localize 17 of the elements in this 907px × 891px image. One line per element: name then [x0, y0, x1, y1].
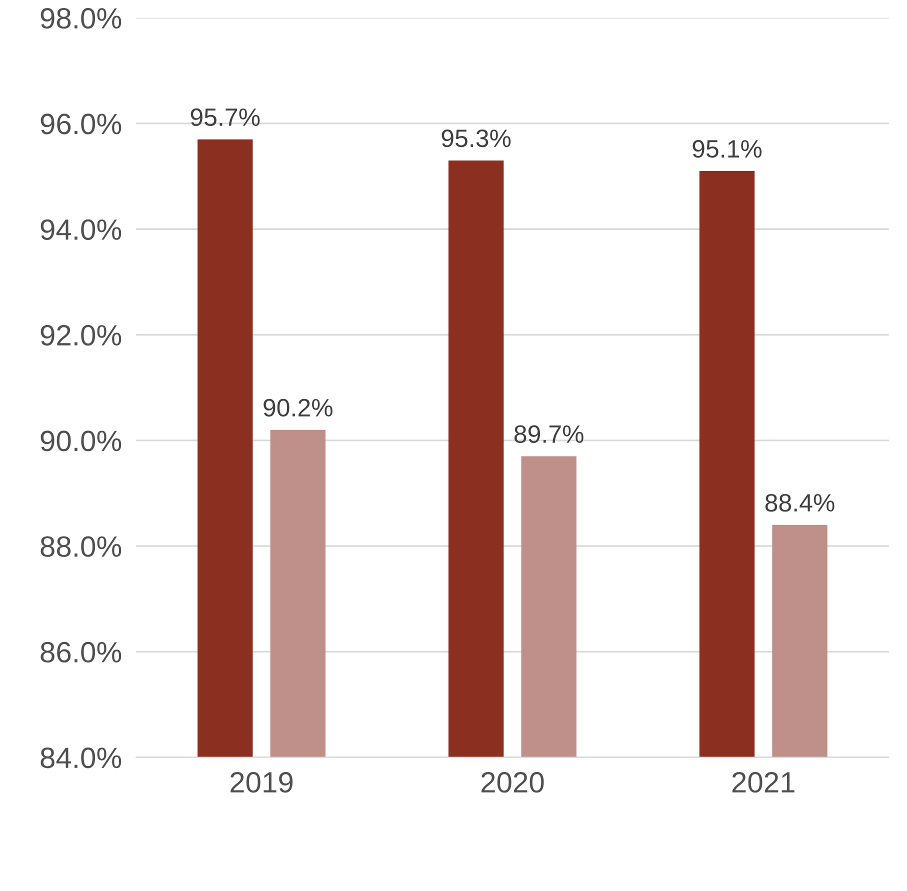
y-tick-label: 98.0% [40, 8, 122, 29]
x-tick-label: 2021 [732, 772, 794, 793]
y-tick-label: 94.0% [40, 219, 122, 240]
data-label: 95.3% [442, 129, 511, 148]
data-label: 90.2% [264, 398, 332, 417]
data-label: 88.4% [765, 494, 834, 512]
x-tick-label: 2019 [230, 772, 293, 793]
y-tick-label: 88.0% [40, 536, 122, 557]
y-tick-label: 86.0% [40, 642, 122, 663]
data-label: 95.1% [692, 140, 762, 158]
y-tick-label: 96.0% [40, 114, 122, 134]
y-tick-label: 92.0% [40, 324, 122, 346]
data-label: 95.7% [190, 108, 260, 126]
x-tick-label: 2020 [481, 772, 544, 793]
data-label: 89.7% [514, 425, 584, 443]
y-tick-label: 90.0% [40, 430, 122, 452]
y-tick-label: 84.0% [40, 748, 122, 768]
